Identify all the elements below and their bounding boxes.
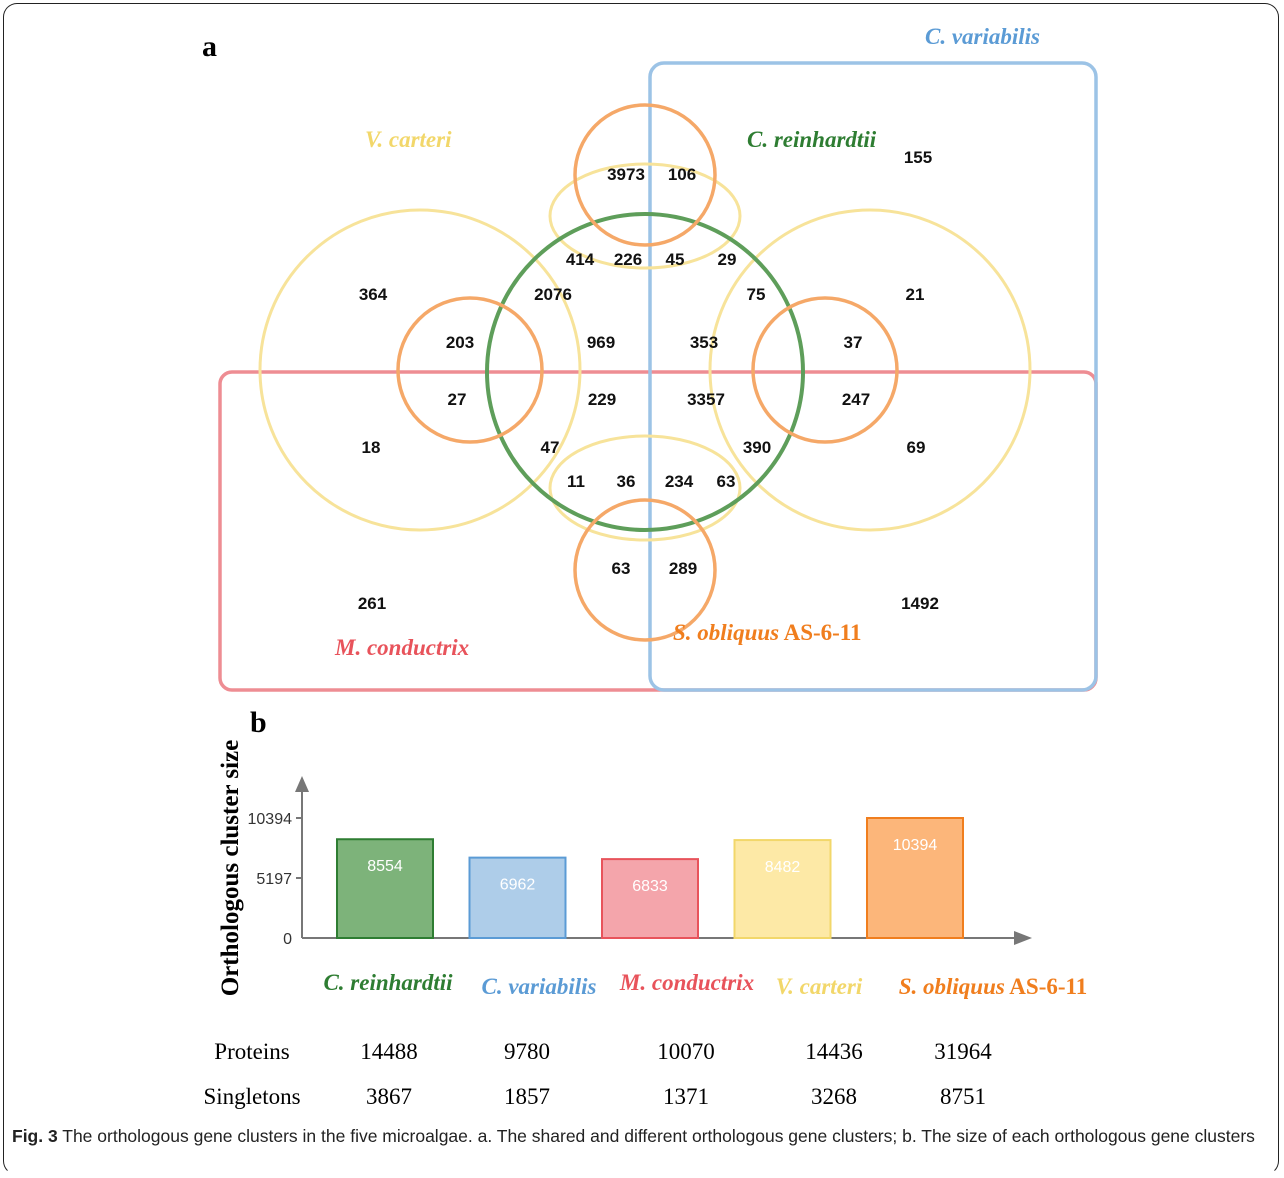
venn-set-v-carteri-bottom: [548, 434, 742, 542]
venn-count: 155: [904, 148, 932, 167]
venn-count: 353: [690, 333, 718, 352]
x-tick-label: V. carteri: [776, 974, 863, 999]
x-tick-label: C. reinhardtii: [323, 970, 453, 995]
venn-count: 47: [541, 438, 560, 457]
venn-count: 27: [448, 390, 467, 409]
venn-count: 1492: [901, 594, 939, 613]
figure-frame: [3, 3, 1279, 1175]
venn-set-v-carteri-right: [708, 208, 1032, 532]
venn-label-s-obliquus-name: S. obliquus: [673, 620, 779, 645]
y-axis-label: Orthologous cluster size: [217, 740, 244, 996]
bar-value-label: 8482: [765, 859, 801, 876]
venn-count: 390: [743, 438, 771, 457]
venn-count: 414: [566, 250, 595, 269]
venn-set-s-obliquus-top: [573, 103, 717, 247]
y-tick-label: 0: [283, 931, 292, 948]
figure-canvas: a b C. variabilis V. carteri C. reinhard…: [202, 24, 1098, 1109]
venn-set-s-obliquus-bottom: [573, 498, 717, 642]
table-cell: 8751: [940, 1084, 986, 1109]
x-tick-label: M. conductrix: [619, 970, 754, 995]
venn-count: 289: [669, 559, 697, 578]
venn-count: 69: [907, 438, 926, 457]
venn-count: 2076: [534, 285, 572, 304]
panel-a-label: a: [202, 30, 217, 63]
caption-label: Fig. 3: [12, 1126, 58, 1146]
venn-set-v-carteri-left: [258, 208, 582, 532]
venn-count: 63: [717, 472, 736, 491]
venn-count: 37: [844, 333, 863, 352]
bar-value-label: 6962: [500, 877, 536, 894]
venn-count: 203: [446, 333, 474, 352]
venn-count: 75: [747, 285, 766, 304]
x-tick-label: S. obliquus AS-6-11: [899, 974, 1088, 999]
venn-count: 261: [358, 594, 386, 613]
table-cell: 1371: [663, 1084, 709, 1109]
venn-label-s-obliquus: S. obliquus AS-6-11: [673, 620, 862, 645]
panel-b-label: b: [250, 706, 267, 739]
table-cell: 31964: [934, 1039, 992, 1064]
venn-label-m-conductrix: M. conductrix: [334, 635, 469, 660]
table-cell: 14436: [805, 1039, 863, 1064]
venn-count: 247: [842, 390, 870, 409]
venn-count: 106: [668, 165, 696, 184]
venn-label-v-carteri: V. carteri: [365, 127, 452, 152]
table-cell: 1857: [504, 1084, 550, 1109]
table-cell: 3867: [366, 1084, 412, 1109]
y-tick-label: 10394: [248, 811, 293, 828]
bar-value-label: 6833: [632, 878, 668, 895]
venn-diagram: [218, 61, 1098, 692]
venn-count: 3357: [687, 390, 725, 409]
table-row-label: Singletons: [203, 1084, 300, 1109]
venn-count: 234: [665, 472, 694, 491]
bar: [601, 858, 699, 939]
x-tick-label-name: S. obliquus: [899, 974, 1005, 999]
venn-count: 45: [666, 250, 685, 269]
caption-text: The orthologous gene clusters in the fiv…: [57, 1126, 1255, 1146]
y-axis-arrow: [295, 776, 309, 792]
venn-set-v-carteri-top: [548, 162, 742, 270]
x-axis-arrow: [1014, 931, 1032, 945]
venn-set-c-reinhardtii: [485, 212, 805, 532]
y-tick-label: 5197: [256, 871, 292, 888]
x-tick-label: C. variabilis: [481, 974, 596, 999]
venn-count: 36: [617, 472, 636, 491]
venn-set-s-obliquus-right: [751, 296, 899, 444]
venn-count: 63: [612, 559, 631, 578]
bar: [468, 856, 567, 940]
bar: [866, 817, 964, 939]
venn-set-s-obliquus-left: [396, 296, 544, 444]
bar-value-label: 10394: [893, 837, 938, 854]
bar-value-label: 8554: [367, 858, 403, 875]
venn-count: 29: [718, 250, 737, 269]
venn-count: 11: [567, 472, 585, 491]
venn-count: 364: [359, 285, 388, 304]
venn-count: 21: [906, 285, 925, 304]
venn-label-s-obliquus-suffix: AS-6-11: [779, 620, 861, 645]
table-cell: 10070: [657, 1039, 715, 1064]
venn-count: 18: [362, 438, 381, 457]
table-cell: 14488: [360, 1039, 418, 1064]
table-cell: 9780: [504, 1039, 550, 1064]
table-cell: 3268: [811, 1084, 857, 1109]
bar: [733, 839, 832, 940]
bar: [336, 838, 434, 940]
x-tick-label-suffix: AS-6-11: [1005, 974, 1087, 999]
venn-label-c-reinhardtii: C. reinhardtii: [747, 127, 877, 152]
venn-count: 226: [614, 250, 642, 269]
venn-count: 3973: [607, 165, 645, 184]
venn-count: 229: [588, 390, 616, 409]
table-row-label: Proteins: [214, 1039, 289, 1064]
venn-count: 969: [587, 333, 615, 352]
figure-caption: Fig. 3 The orthologous gene clusters in …: [12, 1124, 1262, 1149]
venn-set-c-variabilis: [648, 61, 1098, 692]
venn-label-c-variabilis: C. variabilis: [925, 24, 1040, 49]
